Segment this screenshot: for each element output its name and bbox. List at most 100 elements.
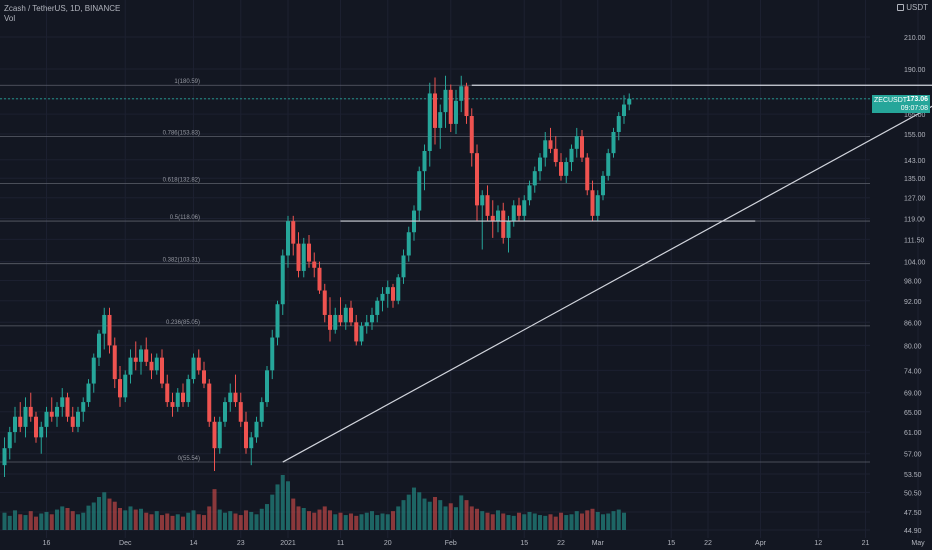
- volume-bar: [212, 489, 217, 530]
- candle-body: [238, 402, 243, 422]
- candle-body: [254, 421, 259, 438]
- volume-bar: [39, 513, 44, 530]
- candle-body: [97, 333, 101, 358]
- price-tick-label: 47.50: [904, 510, 922, 517]
- volume-label[interactable]: Vol: [4, 14, 16, 23]
- candle-body: [233, 392, 238, 403]
- currency-selector[interactable]: USDT: [897, 3, 928, 12]
- volume-bar: [228, 511, 233, 530]
- volume-bar: [401, 500, 406, 530]
- candle-body: [606, 153, 611, 176]
- candle-body: [207, 383, 212, 422]
- candle-body: [396, 277, 401, 301]
- time-axis[interactable]: 16 Dec 14 23 2021 11 20 Feb 15 22 Mar 15 22 Apr 12 21 Ma…: [43, 540, 932, 547]
- volume-bar: [580, 513, 584, 530]
- price-tick-label: 44.90: [904, 528, 922, 535]
- lock-icon: [897, 4, 905, 11]
- candle-body: [580, 136, 584, 158]
- candle-body: [501, 210, 506, 238]
- price-tick-label: 57.00: [904, 452, 922, 459]
- candle-body: [401, 255, 406, 278]
- candle-body: [464, 86, 469, 117]
- candle-body: [380, 293, 385, 301]
- candle-body: [385, 287, 390, 294]
- candle-body: [490, 215, 495, 222]
- candle-body: [443, 89, 448, 113]
- candle-body: [427, 93, 432, 151]
- volume-bar: [307, 511, 311, 530]
- volume-bar: [60, 506, 65, 530]
- candle-body: [296, 243, 301, 271]
- price-axis[interactable]: 210.00 190.00 165.00 155.00 143.00 135.00 127.…: [904, 35, 926, 535]
- price-tick-label: 65.00: [904, 410, 922, 417]
- price-tick-label: 86.00: [904, 320, 922, 327]
- price-tick-label: 119.00: [904, 217, 925, 224]
- time-tick-label: 16: [43, 540, 51, 547]
- volume-bar: [443, 506, 448, 530]
- candle-body: [585, 157, 590, 191]
- volume-bar: [128, 506, 133, 530]
- candle-body: [328, 314, 332, 330]
- trendlines[interactable]: [282, 84, 932, 463]
- volume-bar: [559, 512, 563, 530]
- volume-bar: [286, 481, 290, 530]
- candle-body: [112, 345, 117, 380]
- volume-bar: [81, 512, 86, 530]
- badge-symbol: ZECUSDT: [874, 97, 908, 104]
- candle-body: [469, 116, 474, 154]
- candle-body: [433, 93, 437, 128]
- time-tick-label: Apr: [755, 540, 767, 547]
- candle-body: [543, 140, 548, 158]
- trendline-support: [282, 105, 932, 463]
- volume-bar: [123, 510, 128, 530]
- volume-bar: [144, 512, 149, 530]
- volume-bar: [191, 510, 196, 530]
- volume-bar: [349, 513, 353, 530]
- time-tick-label: 14: [190, 540, 198, 547]
- candle-body: [44, 411, 49, 427]
- volume-bar: [438, 500, 443, 530]
- volume-bar: [118, 508, 122, 530]
- price-tick-label: 92.00: [904, 299, 922, 306]
- candle-body: [527, 185, 532, 201]
- fib-level-label: 1(180.59): [174, 79, 200, 85]
- volume-bar: [391, 511, 395, 530]
- candle-body: [76, 411, 80, 427]
- candle-body: [475, 153, 479, 206]
- volume-bar: [265, 504, 269, 530]
- price-tick-label: 210.00: [904, 35, 926, 42]
- candle-body: [406, 232, 411, 256]
- volume-bar: [249, 511, 254, 530]
- fib-level-label: 0.618(132.82): [163, 177, 200, 183]
- candle-body: [165, 383, 170, 403]
- symbol-title[interactable]: Zcash / TetherUS, 1D, BINANCE: [4, 4, 121, 13]
- fib-level-label: 0.382(103.31): [163, 258, 200, 264]
- volume-bar: [254, 514, 259, 530]
- volume-bar: [280, 475, 285, 530]
- volume-bar: [28, 511, 33, 530]
- volume-bar: [343, 515, 348, 530]
- candle-body: [181, 392, 185, 403]
- volume-bar: [65, 508, 70, 530]
- candle-body: [81, 402, 86, 412]
- candle-body: [65, 397, 70, 417]
- candle-body: [517, 205, 521, 216]
- chart-legend: Zcash / TetherUS, 1D, BINANCE Vol: [4, 4, 120, 24]
- candle-body: [275, 304, 280, 338]
- volume-bar: [354, 515, 359, 530]
- volume-bar: [133, 509, 138, 530]
- volume-bar: [275, 484, 280, 530]
- volume-bar: [469, 506, 474, 530]
- volume-bar: [175, 514, 180, 530]
- candle-body: [102, 314, 107, 334]
- candle-body: [616, 116, 621, 132]
- volume-bar: [244, 510, 248, 530]
- candle-body: [312, 261, 317, 268]
- candles: [2, 75, 632, 477]
- candle-body: [448, 89, 453, 124]
- candle-body: [280, 255, 285, 305]
- price-tick-label: 53.50: [904, 472, 922, 479]
- candle-body: [144, 349, 149, 362]
